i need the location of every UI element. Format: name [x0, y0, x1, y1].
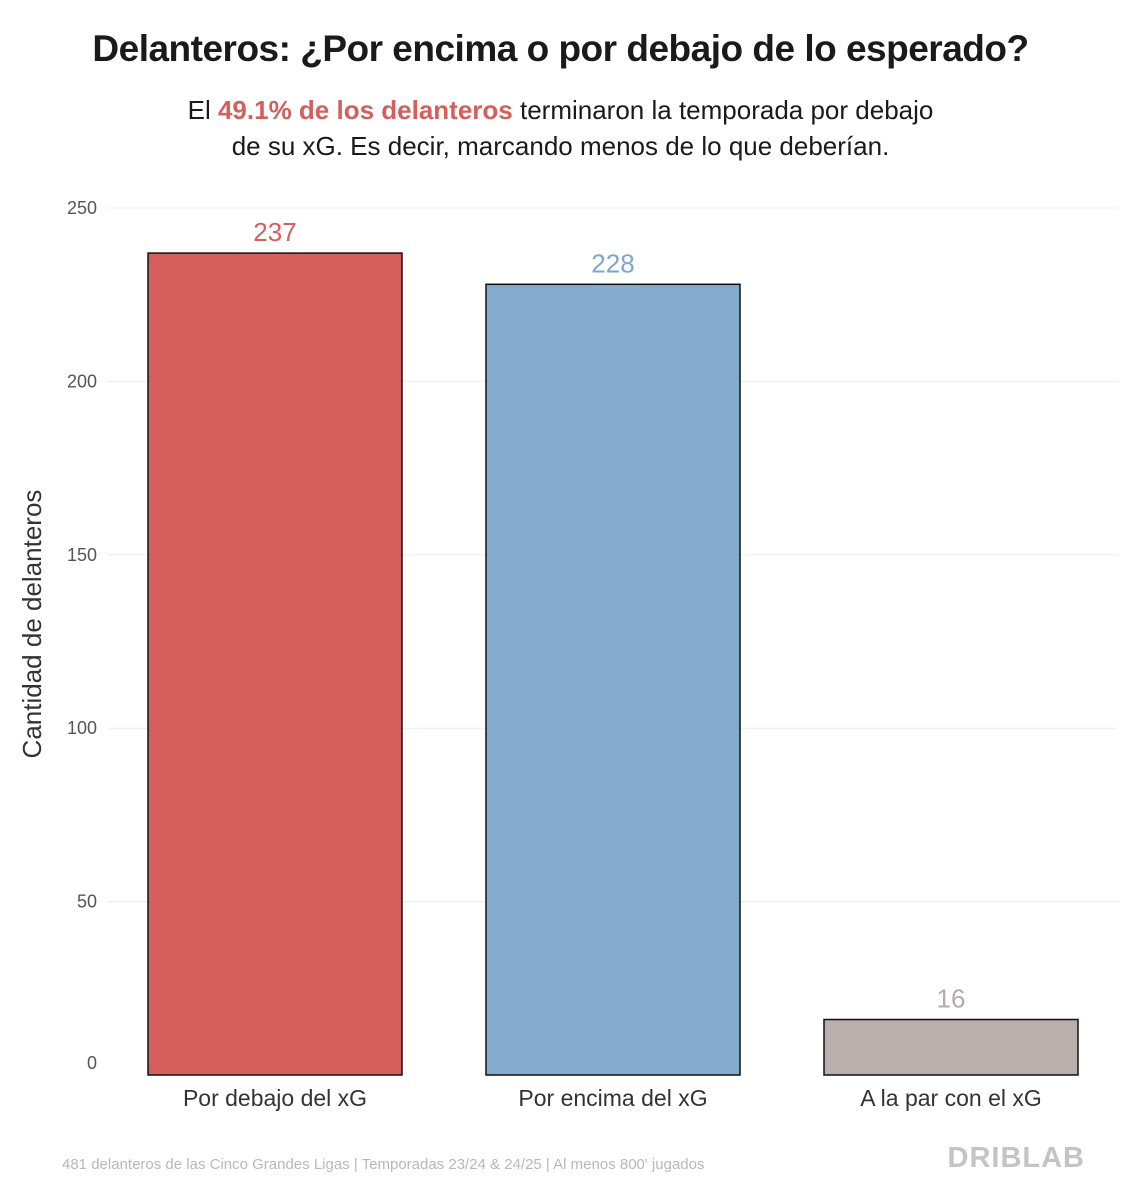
category-label-2: Por encima del xG: [518, 1085, 707, 1111]
category-label-1: Por debajo del xG: [183, 1085, 367, 1111]
subtitle-prefix: El: [187, 95, 218, 125]
subtitle-line-1: El 49.1% de los delanteros terminaron la…: [130, 92, 991, 128]
chart-subtitle: El 49.1% de los delanteros terminaron la…: [130, 92, 991, 164]
value-label-1: 237: [253, 217, 296, 247]
subtitle-line1-rest: terminaron la temporada por debajo: [512, 95, 934, 125]
bar-3: [823, 1018, 1079, 1076]
brand-logo: DRIBLAB: [947, 1142, 1085, 1174]
y-tick-label-0: 0: [87, 1053, 97, 1073]
chart-title: Delanteros: ¿Por encima o por debajo de …: [92, 28, 1029, 69]
bar-1: [147, 252, 403, 1076]
category-labels: Por debajo del xG Por encima del xG A la p…: [183, 1085, 1042, 1111]
y-tick-label-200: 200: [67, 371, 97, 391]
y-axis-ticks: 0 50 100 150 200 250: [67, 198, 97, 1073]
subtitle-highlight: 49.1% de los delanteros: [217, 95, 513, 125]
footer-note: 481 delanteros de las Cinco Grandes Liga…: [62, 1156, 705, 1173]
value-label-3: 16: [937, 984, 966, 1014]
value-label-2: 228: [591, 248, 634, 278]
y-axis-label: Cantidad de delanteros: [17, 490, 47, 759]
bars: [147, 252, 1079, 1076]
y-tick-label-250: 250: [67, 198, 97, 218]
bar-2: [485, 283, 741, 1076]
category-label-3: A la par con el xG: [860, 1085, 1042, 1111]
y-tick-label-50: 50: [77, 892, 97, 912]
y-tick-label-150: 150: [67, 545, 97, 565]
value-labels: 237 228 16: [253, 217, 965, 1013]
y-tick-label-100: 100: [67, 718, 97, 738]
subtitle-line-2: de su xG. Es decir, marcando menos de lo…: [231, 131, 890, 161]
